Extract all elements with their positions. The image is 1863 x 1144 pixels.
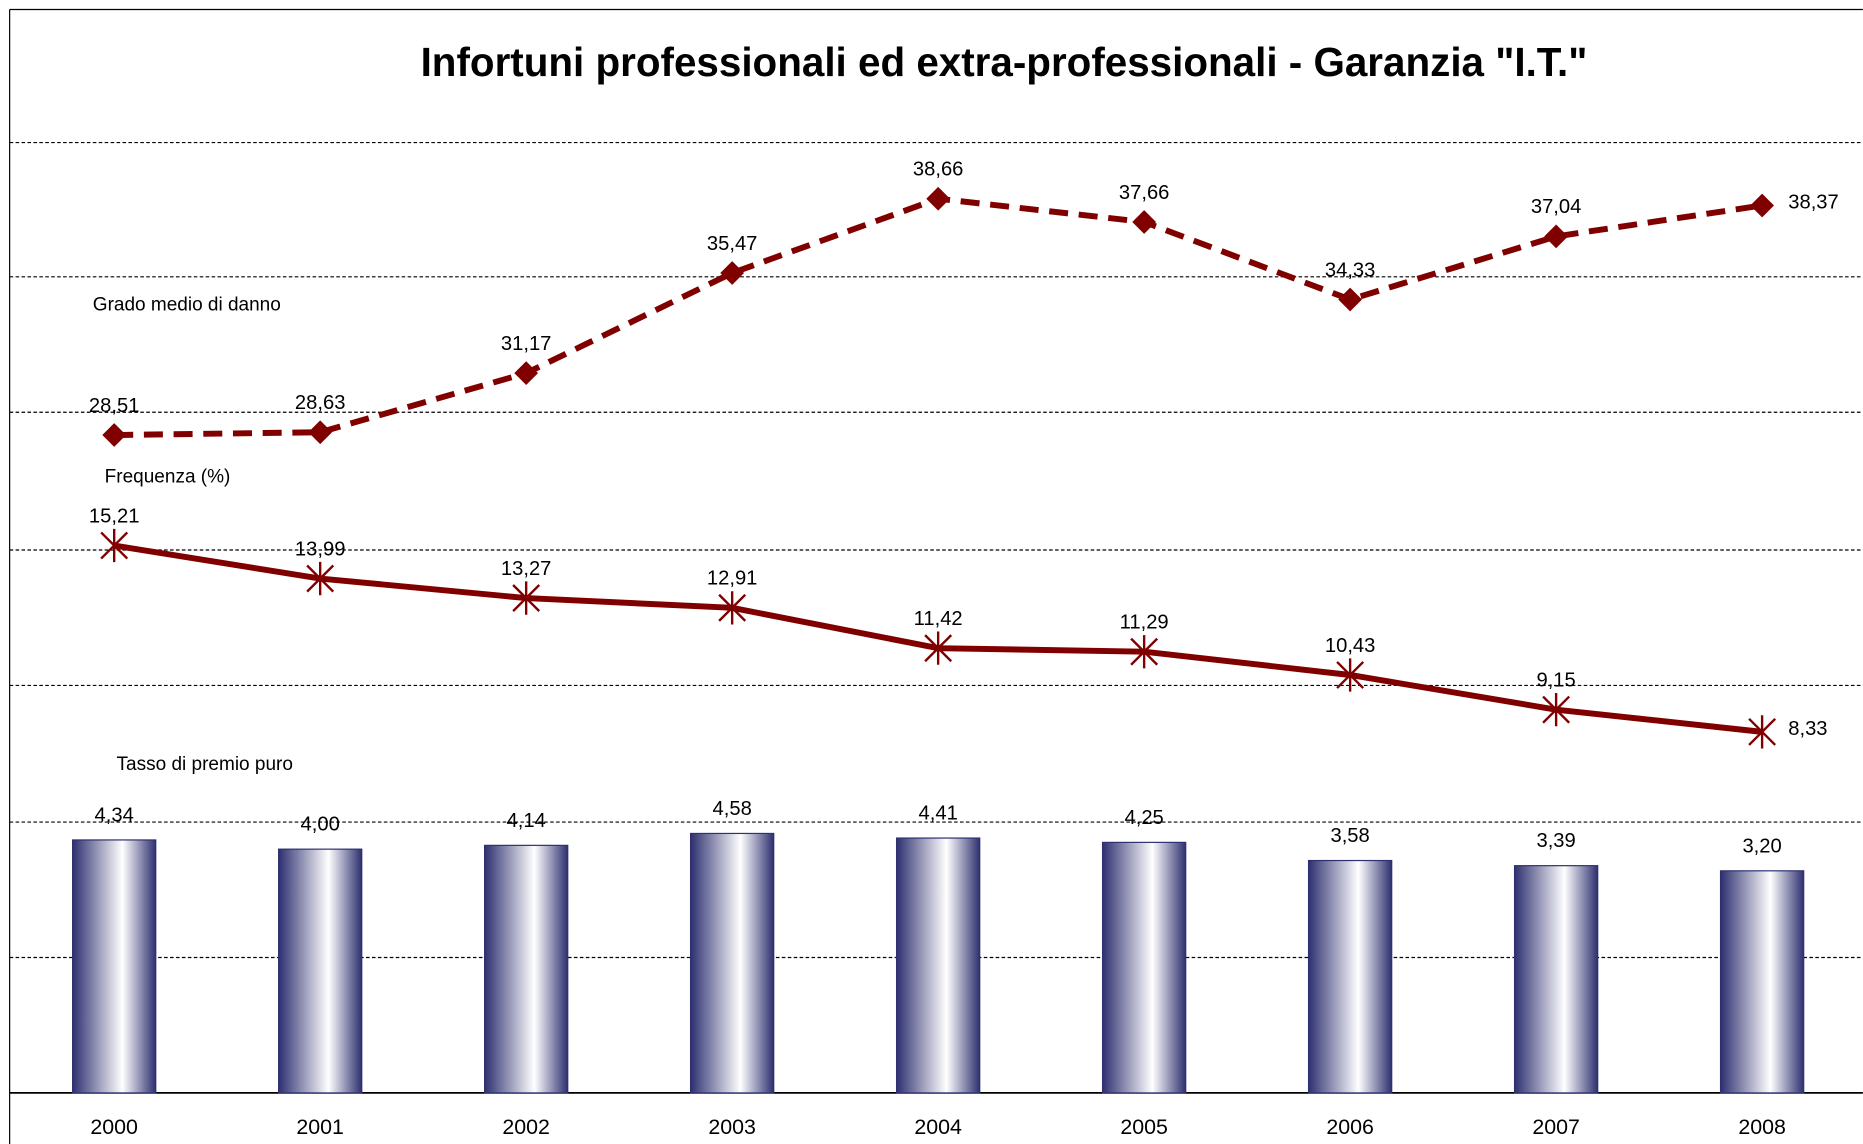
bar	[72, 839, 157, 1094]
series-label: Grado medio di danno	[93, 294, 281, 315]
data-label: 4,34	[95, 805, 134, 827]
bar	[278, 848, 363, 1094]
data-label: 9,15	[1536, 669, 1575, 691]
data-label: 4,41	[919, 803, 958, 825]
bar	[1513, 865, 1599, 1094]
bar	[1719, 870, 1805, 1094]
data-label: 3,58	[1330, 825, 1369, 847]
data-label: 28,51	[89, 395, 140, 417]
marker	[1748, 715, 1777, 749]
data-label: 12,91	[707, 568, 758, 590]
data-label: 4,14	[507, 810, 546, 832]
data-label: 34,33	[1325, 259, 1376, 281]
marker	[1544, 224, 1569, 249]
marker	[514, 361, 539, 385]
marker	[100, 528, 129, 563]
x-tick-label: 2002	[502, 1115, 550, 1139]
bar	[483, 844, 569, 1094]
grid	[9, 141, 1863, 959]
x-tick-label: 2001	[296, 1115, 344, 1139]
x-tick-label: 2005	[1120, 1115, 1168, 1139]
data-label: 10,43	[1325, 635, 1376, 657]
marker	[1130, 635, 1159, 669]
data-label: 13,27	[501, 558, 552, 580]
marker	[1336, 658, 1365, 692]
marker	[720, 261, 745, 285]
data-label: 3,20	[1742, 835, 1781, 857]
data-label: 11,42	[914, 608, 963, 630]
marker	[306, 561, 335, 596]
data-label: 8,33	[1788, 718, 1827, 740]
x-tick-label: 2008	[1738, 1115, 1786, 1139]
data-label: 4,00	[301, 814, 340, 836]
data-label: 15,21	[89, 505, 140, 527]
bar	[689, 832, 775, 1094]
data-label: 4,25	[1124, 807, 1163, 829]
marker	[1542, 693, 1571, 727]
data-label: 31,17	[501, 333, 552, 355]
marker	[1132, 210, 1157, 234]
data-label: 28,63	[295, 392, 346, 414]
marker	[718, 591, 747, 625]
data-label: 35,47	[707, 233, 758, 255]
chart-title: Infortuni professionali ed extra-profess…	[421, 39, 1588, 85]
x-tick-label: 2004	[914, 1115, 962, 1139]
marker	[102, 423, 127, 447]
marker	[924, 631, 953, 665]
x-tick-label: 2007	[1532, 1115, 1580, 1139]
data-label: 38,66	[913, 159, 964, 181]
marker	[926, 186, 951, 211]
bar	[895, 837, 981, 1094]
marker	[512, 581, 541, 615]
bar	[1307, 859, 1393, 1094]
data-label: 11,29	[1120, 612, 1169, 634]
x-tick-label: 2003	[708, 1115, 756, 1139]
x-tick-label: 2006	[1326, 1115, 1374, 1139]
data-label: 38,37	[1788, 191, 1839, 213]
data-label: 3,39	[1536, 830, 1575, 852]
data-label: 4,58	[713, 798, 752, 820]
series-label: Tasso di premio puro	[117, 754, 293, 775]
x-tick-label: 2000	[90, 1115, 138, 1139]
data-label: 37,04	[1531, 196, 1582, 218]
marker	[1338, 287, 1363, 312]
bar	[1101, 841, 1187, 1094]
line	[114, 195, 1763, 439]
marker	[1750, 193, 1774, 218]
series-label: Frequenza (%)	[105, 467, 231, 488]
marker	[308, 420, 333, 445]
data-label: 37,66	[1119, 182, 1170, 204]
data-label: 13,99	[295, 538, 346, 560]
